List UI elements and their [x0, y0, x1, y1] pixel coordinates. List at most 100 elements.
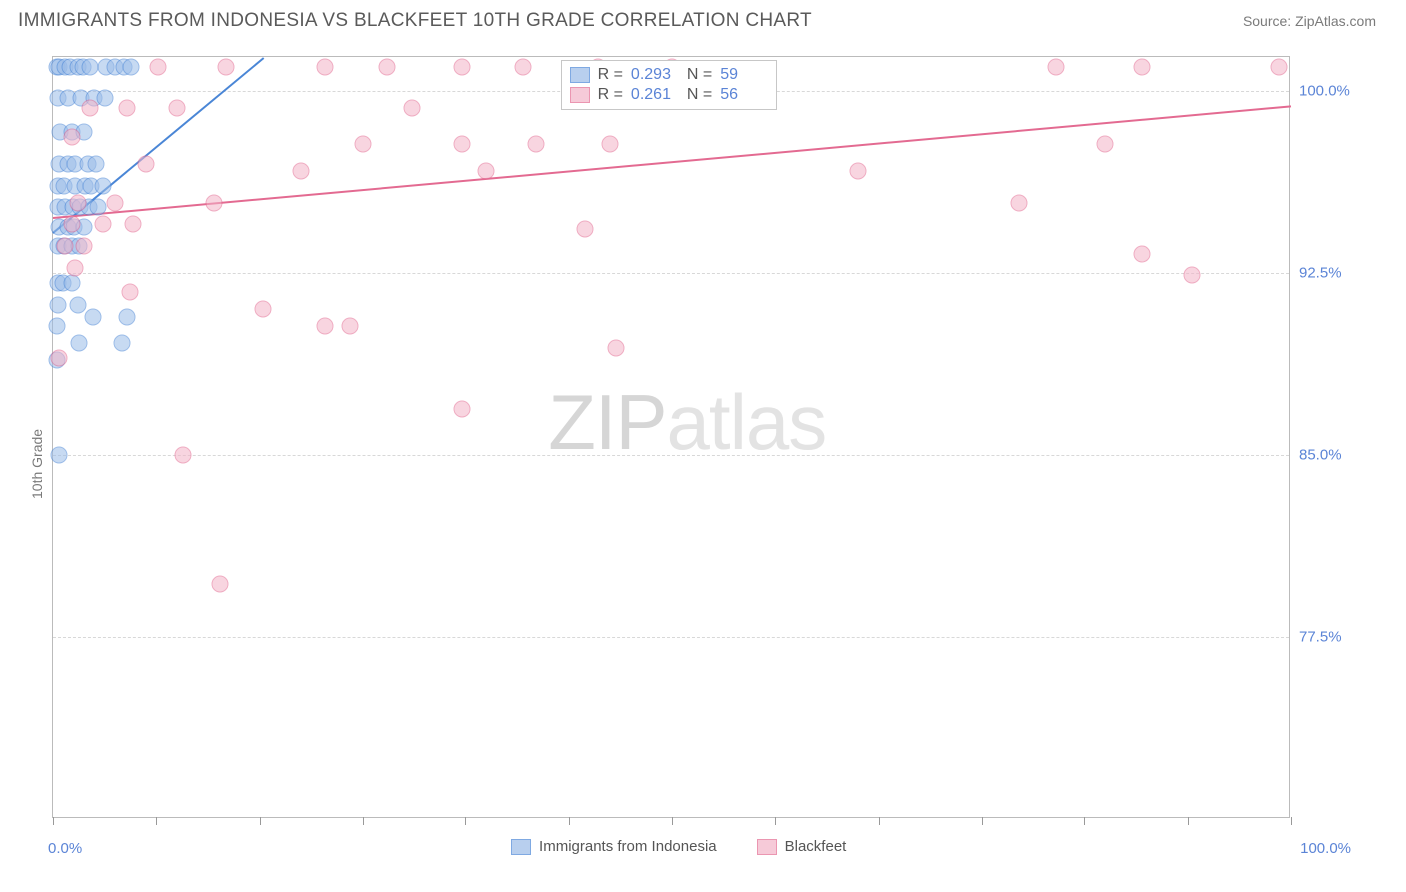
point-blackfeet — [218, 58, 235, 75]
gridline — [53, 273, 1289, 274]
legend-swatch — [757, 839, 777, 855]
point-blackfeet — [577, 221, 594, 238]
point-blackfeet — [168, 99, 185, 116]
point-blackfeet — [1134, 58, 1151, 75]
n-label: N = — [687, 66, 712, 84]
y-axis-label: 10th Grade — [29, 429, 45, 499]
x-tick — [1188, 817, 1189, 825]
point-blackfeet — [63, 216, 80, 233]
y-tick-label: 100.0% — [1299, 82, 1359, 99]
legend-stats: R =0.293N =59R =0.261N =56 — [561, 60, 778, 110]
point-blackfeet — [1134, 245, 1151, 262]
gridline — [53, 455, 1289, 456]
point-immigrants — [70, 335, 87, 352]
legend-series: Immigrants from Indonesia Blackfeet — [511, 838, 846, 855]
point-blackfeet — [1183, 267, 1200, 284]
point-blackfeet — [137, 155, 154, 172]
point-blackfeet — [67, 260, 84, 277]
point-immigrants — [49, 296, 66, 313]
point-blackfeet — [342, 318, 359, 335]
point-blackfeet — [317, 318, 334, 335]
legend-swatch — [511, 839, 531, 855]
n-value: 59 — [720, 66, 768, 84]
trend-line-blackfeet — [53, 106, 1291, 220]
legend-swatch — [570, 67, 590, 83]
x-tick — [260, 817, 261, 825]
header-bar: IMMIGRANTS FROM INDONESIA VS BLACKFEET 1… — [0, 0, 1406, 38]
point-blackfeet — [515, 58, 532, 75]
point-immigrants — [114, 335, 131, 352]
point-blackfeet — [51, 349, 68, 366]
gridline — [53, 637, 1289, 638]
legend-stats-row: R = 0.293 N = 59 — [570, 65, 769, 85]
x-min-label: 0.0% — [48, 840, 82, 857]
legend-label: Blackfeet — [785, 838, 847, 855]
point-blackfeet — [1010, 194, 1027, 211]
point-blackfeet — [1047, 58, 1064, 75]
point-blackfeet — [453, 136, 470, 153]
r-value: 0.293 — [631, 66, 679, 84]
point-immigrants — [96, 90, 113, 107]
point-blackfeet — [174, 446, 191, 463]
point-immigrants — [48, 318, 65, 335]
point-blackfeet — [453, 58, 470, 75]
x-tick — [1291, 817, 1292, 825]
x-tick — [775, 817, 776, 825]
plot-area: 77.5%85.0%92.5%100.0%0.0%100.0%10th Grad… — [53, 57, 1289, 817]
x-tick — [1084, 817, 1085, 825]
point-blackfeet — [379, 58, 396, 75]
point-blackfeet — [94, 216, 111, 233]
point-immigrants — [84, 308, 101, 325]
chart-frame: 77.5%85.0%92.5%100.0%0.0%100.0%10th Grad… — [52, 56, 1290, 818]
point-blackfeet — [212, 575, 229, 592]
legend-label: Immigrants from Indonesia — [539, 838, 717, 855]
legend-stats-row: R =0.261N =56 — [570, 85, 769, 105]
x-tick — [982, 817, 983, 825]
point-blackfeet — [404, 99, 421, 116]
point-blackfeet — [608, 340, 625, 357]
point-blackfeet — [317, 58, 334, 75]
point-immigrants — [82, 58, 99, 75]
x-tick — [53, 817, 54, 825]
point-blackfeet — [125, 216, 142, 233]
point-immigrants — [63, 274, 80, 291]
point-immigrants — [122, 58, 139, 75]
x-tick — [672, 817, 673, 825]
point-blackfeet — [354, 136, 371, 153]
point-blackfeet — [82, 99, 99, 116]
point-immigrants — [88, 155, 105, 172]
point-blackfeet — [527, 136, 544, 153]
point-blackfeet — [119, 99, 136, 116]
legend-item-blackfeet: Blackfeet — [757, 838, 847, 855]
point-blackfeet — [150, 58, 167, 75]
r-label: R = — [598, 66, 623, 84]
point-blackfeet — [849, 163, 866, 180]
x-tick — [156, 817, 157, 825]
point-blackfeet — [255, 301, 272, 318]
point-blackfeet — [121, 284, 138, 301]
point-blackfeet — [69, 194, 86, 211]
y-tick-label: 85.0% — [1299, 446, 1359, 463]
r-label: R = — [598, 86, 623, 104]
point-blackfeet — [106, 194, 123, 211]
source-label: Source: ZipAtlas.com — [1243, 13, 1376, 29]
y-tick-label: 92.5% — [1299, 264, 1359, 281]
point-blackfeet — [205, 194, 222, 211]
chart-title: IMMIGRANTS FROM INDONESIA VS BLACKFEET 1… — [18, 10, 812, 32]
x-tick — [569, 817, 570, 825]
point-immigrants — [69, 296, 86, 313]
point-blackfeet — [63, 129, 80, 146]
point-blackfeet — [602, 136, 619, 153]
point-blackfeet — [478, 163, 495, 180]
point-blackfeet — [1270, 58, 1287, 75]
n-label: N = — [687, 86, 712, 104]
point-immigrants — [94, 177, 111, 194]
point-blackfeet — [75, 238, 92, 255]
point-blackfeet — [292, 163, 309, 180]
n-value: 56 — [720, 86, 768, 104]
point-immigrants — [119, 308, 136, 325]
point-immigrants — [89, 199, 106, 216]
legend-item-immigrants: Immigrants from Indonesia — [511, 838, 717, 855]
legend-swatch — [570, 87, 590, 103]
point-blackfeet — [57, 238, 74, 255]
